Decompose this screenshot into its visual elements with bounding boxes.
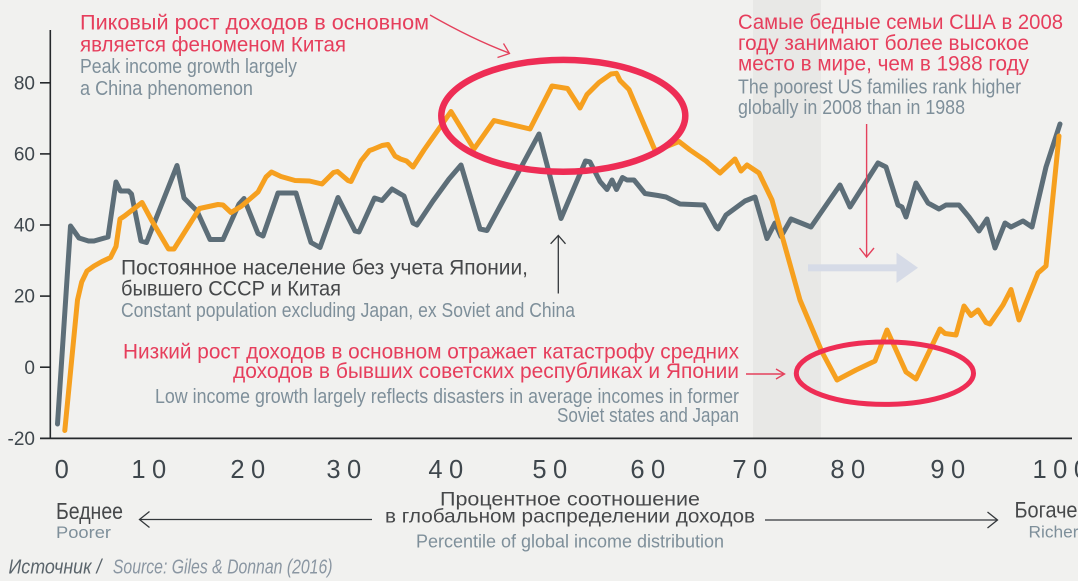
svg-text:Percentile of global income di: Percentile of global income distribution — [416, 532, 724, 552]
svg-text:-20: -20 — [8, 429, 35, 450]
svg-text:Poorer: Poorer — [56, 524, 112, 542]
svg-text:20: 20 — [230, 456, 271, 484]
svg-text:Самые бедные семьи США в 2008: Самые бедные семьи США в 2008 — [738, 10, 1063, 34]
svg-text:80: 80 — [14, 73, 35, 94]
svg-text:Низкий рост доходов в основном: Низкий рост доходов в основном отражает … — [123, 339, 739, 363]
svg-text:Богаче: Богаче — [1015, 498, 1078, 523]
svg-text:году занимают более высокое: году занимают более высокое — [738, 31, 1029, 55]
svg-text:доходов в бывших советских рес: доходов в бывших советских республиках и… — [233, 359, 739, 383]
svg-text:20: 20 — [14, 287, 35, 308]
svg-text:40: 40 — [428, 456, 469, 484]
svg-text:90: 90 — [930, 456, 971, 484]
svg-text:Soviet states and Japan: Soviet states and Japan — [557, 404, 739, 427]
svg-text:Constant population excluding: Constant population excluding Japan, ex … — [121, 299, 576, 322]
svg-text:10: 10 — [131, 456, 172, 484]
svg-text:60: 60 — [14, 145, 35, 166]
svg-text:Richer: Richer — [1029, 524, 1078, 542]
svg-text:a China phenomenon: a China phenomenon — [80, 77, 253, 100]
svg-text:Peak income growth largely: Peak income growth largely — [80, 55, 298, 78]
svg-text:Low income growth largely refl: Low income growth largely reflects disas… — [155, 385, 739, 408]
svg-text:0: 0 — [24, 358, 35, 379]
svg-text:Пиковый рост доходов в основно: Пиковый рост доходов в основном — [80, 11, 429, 35]
svg-text:The poorest US families rank h: The poorest US families rank higher — [738, 76, 1021, 99]
svg-text:70: 70 — [732, 456, 773, 484]
svg-text:в глобальном распределении дох: в глобальном распределении доходов — [385, 506, 755, 528]
svg-text:60: 60 — [630, 456, 671, 484]
svg-text:100: 100 — [1033, 456, 1078, 484]
svg-text:Процентное соотношение: Процентное соотношение — [440, 489, 700, 511]
svg-text:место в мире, чем в 1988 году: место в мире, чем в 1988 году — [738, 52, 1029, 76]
svg-text:80: 80 — [830, 456, 871, 484]
svg-text:Беднее: Беднее — [56, 498, 123, 524]
svg-text:бывшего СССР и Китая: бывшего СССР и Китая — [121, 276, 341, 300]
svg-text:globally in 2008 than in 1988: globally in 2008 than in 1988 — [738, 96, 965, 119]
svg-text:30: 30 — [326, 456, 367, 484]
svg-text:0: 0 — [55, 456, 76, 484]
svg-text:Постоянное население без учета: Постоянное население без учета Японии, — [121, 255, 528, 279]
svg-text:50: 50 — [532, 456, 573, 484]
svg-text:40: 40 — [14, 216, 35, 237]
svg-text:Источник / Source: Giles & Don: Источник / Source: Giles & Donnan (2016) — [9, 556, 333, 579]
svg-text:является феноменом Китая: является феноменом Китая — [80, 33, 346, 57]
